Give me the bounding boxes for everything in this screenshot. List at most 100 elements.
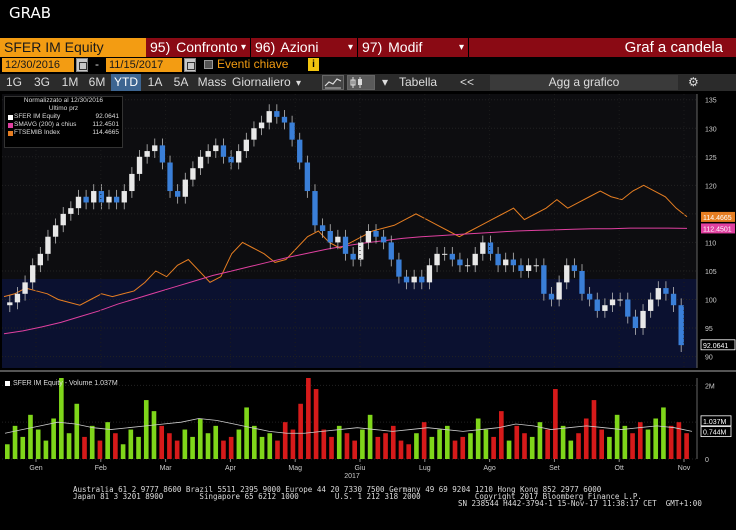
frequency-select[interactable]: Giornaliero ▾ — [232, 74, 314, 91]
volume-bar — [298, 403, 303, 459]
volume-bar — [313, 389, 319, 459]
volume-bar — [221, 440, 226, 459]
volume-bar — [259, 436, 265, 459]
volume-bar — [560, 425, 566, 459]
candle-body — [426, 265, 433, 283]
volume-bar — [228, 436, 234, 459]
candle-body — [30, 265, 36, 283]
x-tick-label: Giu — [355, 465, 366, 472]
period-1m[interactable]: 1M — [61, 75, 79, 89]
volume-bar — [645, 429, 651, 459]
candle-body — [121, 191, 127, 203]
volume-bar — [390, 425, 396, 459]
legend-normalized-label: Normalizzato al 12/30/2016 — [23, 97, 104, 104]
candle-body — [174, 191, 181, 197]
y-tick-label: 100 — [705, 298, 717, 305]
volume-bar — [5, 444, 10, 459]
collapse-button[interactable]: << — [460, 75, 475, 89]
value-tag — [701, 223, 735, 234]
menu-actions[interactable]: 96) Azioni ▾ — [251, 38, 357, 57]
volume-bar — [97, 440, 103, 459]
calendar-icon[interactable] — [184, 58, 196, 72]
y-tick-label: 95 — [705, 326, 713, 333]
volume-bar — [205, 433, 211, 459]
period-5a[interactable]: 5A — [173, 75, 189, 89]
candle-body — [251, 128, 257, 140]
y-tick-label: 120 — [705, 183, 717, 190]
candle-body — [655, 288, 661, 300]
candle-body — [220, 145, 227, 157]
volume-bar — [367, 414, 373, 459]
legend-item-smavg: SMAVG (200) a chius 112.4501 — [5, 121, 122, 129]
volume-bar — [576, 433, 581, 459]
x-tick-label: Ott — [615, 465, 624, 472]
menu-compare[interactable]: 95) Confronto ▾ — [146, 38, 250, 57]
volume-bar — [421, 422, 427, 459]
info-icon[interactable]: i — [308, 58, 319, 71]
volume-bar — [252, 425, 257, 459]
start-date-field[interactable]: 12/30/2016 — [2, 58, 74, 72]
volume-bar — [444, 425, 450, 459]
volume-bar — [51, 418, 56, 459]
volume-bar — [267, 433, 273, 459]
period-3g[interactable]: 3G — [33, 75, 50, 89]
candle-body — [609, 299, 616, 306]
volume-bar — [429, 436, 435, 459]
y-tick-label: 125 — [705, 155, 717, 162]
candle-body — [365, 231, 372, 243]
volume-bar — [637, 422, 643, 459]
legend-item-label: SMAVG (200) a chius — [14, 121, 77, 128]
value-tag-label: 0.744M — [703, 430, 727, 437]
ticker-field[interactable]: SFER IM Equity — [0, 38, 146, 57]
line-chart-icon[interactable] — [322, 75, 344, 90]
value-tag-label: 112.4501 — [703, 226, 732, 233]
volume-bar — [329, 436, 334, 459]
chevron-down-icon: ▾ — [296, 78, 302, 89]
end-date-field[interactable]: 11/15/2017 — [106, 58, 182, 72]
add-to-chart-button[interactable]: Agg a grafico — [490, 75, 678, 90]
period-1a[interactable]: 1A — [147, 75, 163, 89]
period-6m[interactable]: 6M — [88, 75, 106, 89]
candle-body — [647, 299, 654, 311]
volume-bar — [383, 433, 388, 459]
footer: Australia 61 2 9777 8600 Brazil 5511 239… — [0, 486, 736, 530]
candle-body — [159, 145, 166, 163]
volume-bar — [622, 425, 628, 459]
candle-body — [403, 276, 410, 283]
chevron-down-icon[interactable]: ▾ — [381, 75, 389, 89]
volume-bar — [236, 429, 242, 459]
x-tick-label: Nov — [678, 465, 691, 472]
period-max[interactable]: Mass — [197, 75, 227, 89]
volume-bar — [28, 414, 33, 459]
table-button[interactable]: Tabella — [399, 75, 438, 89]
volume-bar — [522, 433, 527, 459]
period-ytd[interactable]: YTD — [111, 74, 141, 91]
legend-last-price-label: Ultimo prz — [48, 105, 79, 112]
calendar-icon[interactable] — [76, 58, 88, 72]
volume-bar — [406, 444, 412, 459]
volume-bar — [661, 407, 666, 459]
volume-bar — [82, 436, 87, 459]
menu-modify[interactable]: 97) Modif ▾ — [358, 38, 468, 57]
candle-body — [52, 225, 59, 237]
volume-panel-bg — [2, 378, 697, 459]
x-tick-label: Mar — [160, 465, 173, 472]
candle-body — [678, 305, 684, 346]
candle-body — [342, 236, 349, 254]
volume-bar — [599, 429, 605, 459]
candle-body — [464, 265, 471, 267]
volume-bar — [668, 425, 674, 459]
candle-body — [640, 310, 646, 329]
value-tag-label: 92.0641 — [703, 343, 728, 350]
menu-compare-label: Confronto — [176, 39, 238, 55]
candle-body — [564, 265, 570, 283]
legend-item-label: SFER IM Equity — [14, 113, 61, 120]
candlestick-icon[interactable] — [347, 75, 375, 90]
volume-bar — [529, 436, 535, 459]
key-events-checkbox[interactable] — [204, 60, 213, 69]
volume-bar — [336, 425, 342, 459]
period-1g[interactable]: 1G — [5, 75, 22, 89]
gear-icon[interactable]: ⚙ — [688, 75, 699, 89]
chevron-down-icon: ▾ — [240, 42, 246, 53]
volume-bar — [475, 418, 481, 459]
